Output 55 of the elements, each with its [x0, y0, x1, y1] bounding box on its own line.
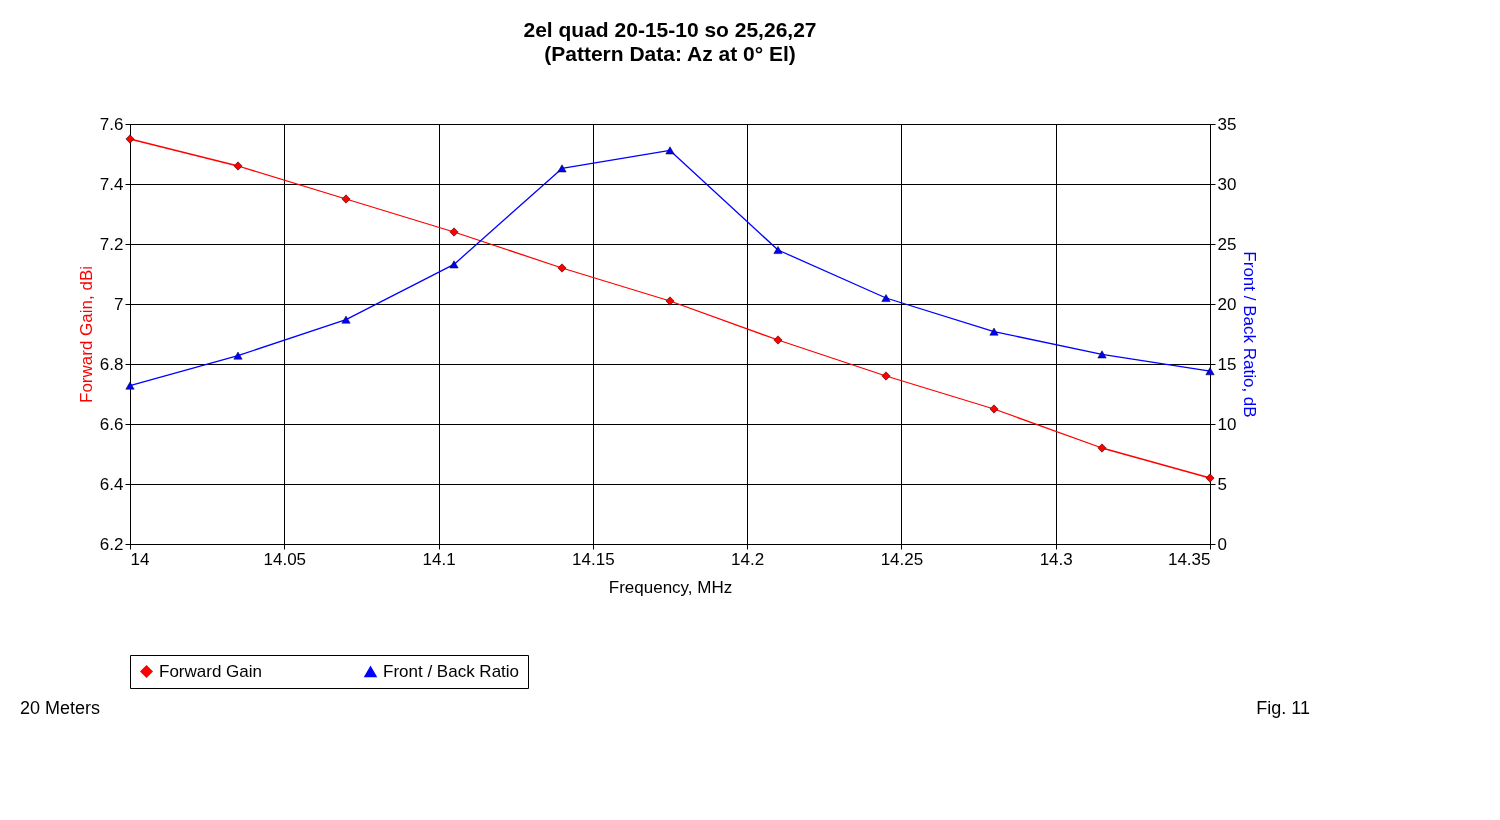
y-tick-label: 7 — [114, 294, 124, 314]
point — [881, 371, 891, 381]
point — [773, 246, 783, 254]
y2-tick-label: 10 — [1217, 414, 1237, 434]
point — [665, 296, 675, 306]
point — [1097, 350, 1107, 359]
y-tick-label: 6.6 — [99, 414, 124, 434]
point — [449, 260, 459, 269]
y2-tick-label: 15 — [1217, 354, 1237, 374]
x-axis-title: Frequency, MHz — [608, 577, 733, 597]
point — [449, 227, 459, 237]
legend-label: Front / Back Ratio — [383, 661, 520, 681]
y-tick-label: 6.8 — [99, 354, 124, 374]
point — [557, 263, 567, 273]
y-tick-label: 7.2 — [99, 234, 124, 254]
point — [125, 134, 135, 144]
point — [557, 164, 567, 173]
point — [773, 335, 783, 345]
y-tick-label: 6.4 — [99, 474, 124, 494]
y-tick-label: 7.6 — [99, 114, 124, 134]
point — [1205, 367, 1215, 376]
point — [1097, 443, 1107, 453]
y2-axis-title: Front / Back Ratio, dB — [1240, 251, 1260, 418]
point — [881, 294, 891, 302]
point — [1205, 473, 1215, 483]
y2-tick-label: 30 — [1217, 174, 1237, 194]
y2-tick-label: 0 — [1217, 534, 1227, 554]
text: 20 Meters — [20, 698, 101, 718]
x-tick-label: 14 — [130, 549, 150, 569]
x-tick-label: 14.05 — [263, 549, 307, 569]
y-tick-label: 6.2 — [99, 534, 124, 554]
y2-tick-label: 25 — [1217, 234, 1237, 254]
point — [341, 315, 351, 324]
point — [989, 404, 999, 414]
x-tick-label: 14.3 — [1039, 549, 1073, 569]
y2-tick-label: 20 — [1217, 294, 1237, 314]
y-axis-title: Forward Gain, dBi — [76, 266, 96, 403]
chart-title: 2el quad 20-15-10 so 25,26,27 — [523, 18, 817, 41]
caption: Fig. 11 — [1256, 698, 1310, 718]
y2-tick-label: 35 — [1217, 114, 1237, 134]
x-tick-label: 14.1 — [422, 549, 456, 569]
point — [665, 146, 675, 155]
point — [233, 351, 243, 360]
point — [341, 194, 351, 204]
x-tick-label: 14.35 — [1167, 549, 1211, 569]
chart-subtitle: (Pattern Data: Az at 0° El) — [544, 42, 796, 65]
y2-tick-label: 5 — [1217, 474, 1227, 494]
y-tick-label: 7.4 — [99, 174, 124, 194]
x-tick-label: 14.25 — [880, 549, 924, 569]
x-tick-label: 14.2 — [731, 549, 765, 569]
x-tick-label: 14.15 — [572, 549, 615, 569]
point — [233, 161, 243, 171]
legend-label: Forward Gain — [159, 661, 262, 681]
point — [125, 381, 135, 390]
point — [989, 327, 999, 336]
